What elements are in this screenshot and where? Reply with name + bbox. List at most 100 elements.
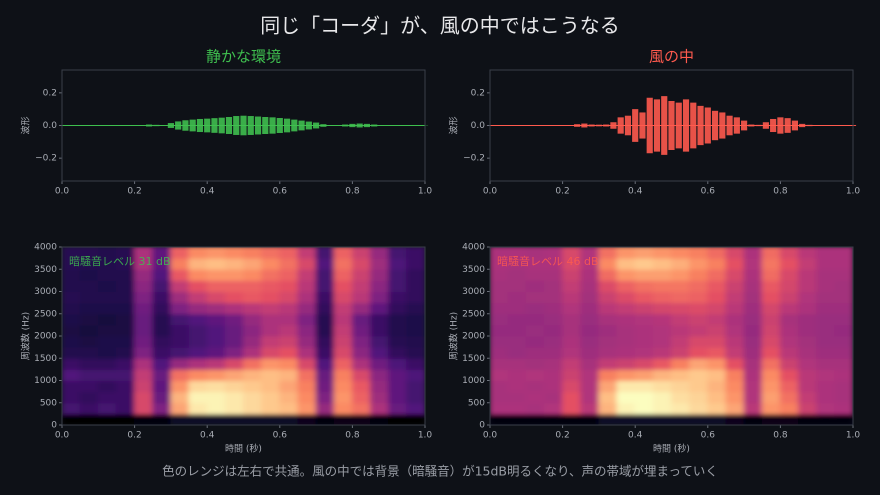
spectrogram-cell <box>761 291 781 304</box>
spectrogram-cell <box>707 291 727 304</box>
spectrogram-cell <box>707 324 727 337</box>
spectrogram-cell <box>315 291 335 304</box>
spectrogram-cell <box>261 380 281 393</box>
x-tick-label: 0.4 <box>628 431 643 441</box>
spectrogram-cell <box>543 279 564 292</box>
spectrogram-cell <box>388 257 408 270</box>
spectrogram-cell <box>689 391 709 404</box>
x-tick-label: 0.0 <box>55 187 70 197</box>
spectrogram-cell <box>115 279 136 292</box>
spectrogram-cell <box>543 402 564 415</box>
spectrogram-cell <box>779 346 800 359</box>
spectrogram-cell <box>297 391 317 404</box>
spectrogram-cell <box>743 247 763 259</box>
spectrogram-cell <box>816 279 836 292</box>
spectrogram-cell <box>406 402 425 415</box>
spectrogram-cell <box>543 368 564 381</box>
spectrogram-cell <box>761 257 781 270</box>
spectrogram-cell <box>543 247 564 259</box>
spectrogram-cell <box>598 313 618 326</box>
spectrogram-cell <box>351 279 372 292</box>
spectrogram-cell <box>507 368 527 381</box>
spectrogram-cell <box>206 413 226 425</box>
spectrogram-cell <box>188 268 208 281</box>
x-tick-label: 0.6 <box>273 187 288 197</box>
spectrogram-cell <box>525 247 545 259</box>
annotation: 暗騒音レベル 46 dB <box>497 254 599 268</box>
spectrogram-cell <box>707 380 727 393</box>
spectrogram-cell <box>333 257 353 270</box>
spectrogram-cell <box>507 313 527 326</box>
spectrogram-cell <box>525 324 545 337</box>
spectrogram-cell <box>115 291 136 304</box>
spectrogram-cell <box>97 402 117 415</box>
x-tick-label: 1.0 <box>846 431 861 441</box>
spectrogram-cells <box>62 247 425 425</box>
spectrogram-cell <box>62 268 81 281</box>
spectrogram-cell <box>634 324 654 337</box>
spectrogram-cell <box>370 391 390 404</box>
x-tick-label: 0.8 <box>773 187 788 197</box>
spectrogram-cell <box>79 302 99 315</box>
spectrogram-cell <box>351 257 372 270</box>
spectrogram-cell <box>351 391 372 404</box>
spectrogram-cell <box>206 291 226 304</box>
spectrogram-cell <box>297 313 317 326</box>
spectrogram-cell <box>598 291 618 304</box>
spectrogram-cell <box>779 279 800 292</box>
spectrogram-cell <box>406 346 425 359</box>
spectrogram-cell <box>315 257 335 270</box>
spectrogram-cell <box>779 302 800 315</box>
spectrogram-cell <box>224 257 244 270</box>
spectrogram-cell <box>834 346 853 359</box>
spectrogram-cell <box>170 247 190 259</box>
spectrogram-cell <box>134 335 154 348</box>
spectrogram-cell <box>580 324 600 337</box>
spectrogram-cell <box>525 413 545 425</box>
spectrogram-cell <box>562 247 582 259</box>
spectrogram-cell <box>616 413 636 425</box>
spectrogram-cell <box>370 268 390 281</box>
spectrogram-cell <box>297 257 317 270</box>
spectrogram-cell <box>816 402 836 415</box>
spectrogram-cell <box>580 291 600 304</box>
spectrogram-cell <box>834 313 853 326</box>
spectrogram-cell <box>743 335 763 348</box>
spectrogram-cell <box>388 391 408 404</box>
spectrogram-cell <box>134 268 154 281</box>
spectrogram-cell <box>634 413 654 425</box>
spectrogram-cell <box>115 324 136 337</box>
spectrogram-cell <box>224 413 244 425</box>
spectrogram-cell <box>743 346 763 359</box>
spectrogram-cell <box>598 402 618 415</box>
spectrogram-cell <box>370 247 390 259</box>
y-tick-label: 0.2 <box>471 88 485 98</box>
spectrogram-cell <box>816 357 836 370</box>
spectrogram-cell <box>97 357 117 370</box>
spectrogram-cell <box>598 346 618 359</box>
spectrogram-cell <box>406 413 425 425</box>
spectrogram-cell <box>743 324 763 337</box>
spectrogram-cell <box>170 368 190 381</box>
spectrogram-cell <box>370 302 390 315</box>
spectrogram-cell <box>351 291 372 304</box>
spectrogram-cell <box>279 346 299 359</box>
spectrogram-cell <box>315 346 335 359</box>
spectrogram-cell <box>798 335 818 348</box>
spectrogram-cell <box>598 257 618 270</box>
spectrogram-cell <box>798 357 818 370</box>
spectrogram-cell <box>725 324 745 337</box>
spectrogram-cell <box>188 291 208 304</box>
spectrogram-cell <box>816 257 836 270</box>
spectrogram-cell <box>598 357 618 370</box>
spectrogram-cell <box>543 357 564 370</box>
spectrogram-cell <box>652 368 672 381</box>
spectrogram-cell <box>743 368 763 381</box>
y-tick-label: 3500 <box>34 265 57 275</box>
spectrogram-cell <box>315 413 335 425</box>
spectrogram-cell <box>580 368 600 381</box>
spectrogram-cell <box>261 346 281 359</box>
spectrogram-cell <box>134 257 154 270</box>
spectrogram-cell <box>97 257 117 270</box>
spectrogram-cell <box>279 268 299 281</box>
